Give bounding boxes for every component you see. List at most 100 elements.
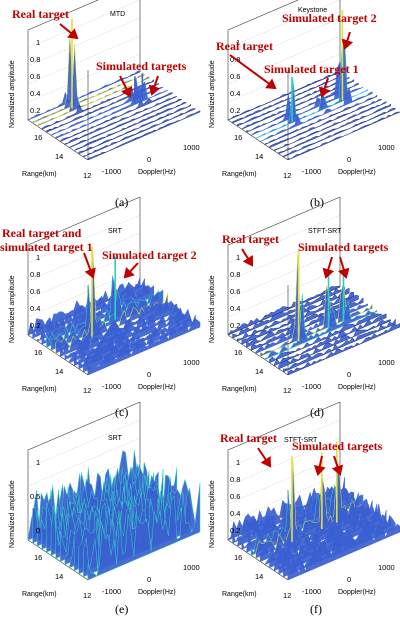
panel-d-box-edge (227, 334, 289, 376)
panel-e-xlabel: Doppler(Hz) (138, 589, 176, 596)
panel-a-arrow-1 (59, 23, 79, 40)
panel-c-box-edge (27, 196, 141, 246)
panel-b-surface-row (269, 98, 382, 149)
panel-c-dtick-1: -1000 (102, 382, 121, 391)
panel-d-dtick-3: 1000 (378, 358, 395, 367)
panel-f-grid-line (227, 473, 341, 523)
panel-f-annotation-2: Simulated targets (292, 439, 383, 453)
panel-e-rtick-2: 14 (55, 572, 63, 581)
panel-f-ylabel: Normalized amplitude (209, 480, 216, 548)
panel-d-grid-line (227, 214, 341, 264)
panel-f-dtick-2: 0 (347, 575, 351, 584)
panel-b-surface-row (264, 94, 378, 145)
panel-a-rtick-2: 14 (55, 152, 63, 161)
panel-d-surface-row (236, 287, 350, 342)
panel-d-dtick-2: 0 (347, 370, 351, 379)
panel-f-arrow-1 (257, 447, 272, 468)
panel-c-grid-line (27, 268, 141, 318)
panel-b-grid-line (227, 17, 341, 67)
panel-a-grid-line (27, 53, 141, 103)
panel-e-surface (27, 449, 201, 581)
panel-e-dtick-2: 0 (147, 575, 151, 584)
panel-c-surface-row (64, 300, 178, 360)
panel-a-ztick-5: 0.2 (30, 106, 40, 115)
panel-d-dtick-1: -1000 (302, 382, 321, 391)
panel-b-dtick-2: 0 (347, 155, 351, 164)
panel-d-rlabel: Range(km) (222, 386, 257, 393)
panel-d-grid-line (227, 268, 341, 318)
panel-c-ztick-2: 0.8 (30, 270, 40, 279)
panel-a-annotation-1: Real target (12, 7, 69, 21)
panel-f-rtick-1: 16 (234, 553, 242, 562)
panel-d-ztick-5: 0.2 (230, 321, 240, 330)
panel-f-box-edge (227, 401, 341, 451)
panel-c-rtick-1: 16 (34, 348, 42, 357)
panel-b: Keystone 1 0.8 0.6 0.4 0.2 Normalized am… (209, 0, 400, 209)
panel-c-arrow-2 (123, 262, 139, 279)
panel-f-rlabel: Range(km) (222, 591, 257, 598)
panel-c-ztick-5: 0.2 (30, 321, 40, 330)
panel-e-ztick-3: 0 (36, 526, 40, 535)
panel-f-arrow-3 (331, 455, 344, 476)
panel-d-arrow-2 (322, 256, 335, 279)
panel-f-xlabel: Doppler(Hz) (338, 589, 376, 596)
panel-b-arrow-1 (229, 54, 277, 90)
panel-b-title: Keystone (298, 7, 327, 14)
panel-d-surface-row (232, 286, 345, 339)
panel-c-grid-line (27, 250, 141, 300)
panel-f-surface-row (273, 509, 387, 572)
panel-a-box-edge (27, 0, 99, 31)
panel-a-dtick-2: 0 (147, 155, 151, 164)
panel-e-box-edge (27, 401, 141, 451)
panel-b-rtick-3: 12 (283, 171, 291, 180)
panel-d: STFT-SRT 1 0.8 0.6 0.4 0.2 Normalized am… (209, 196, 400, 419)
panel-c-ylabel: Normalized amplitude (9, 275, 16, 343)
panel-c-surface-row (69, 305, 182, 364)
panel-b-ztick-5: 0.2 (230, 106, 240, 115)
panel-d-surface-row (273, 313, 387, 367)
panel-b-annotation-3: Simulated target 2 (282, 11, 377, 25)
panel-a-ztick-2: 0.8 (30, 55, 40, 64)
panel-d-ylabel: Normalized amplitude (209, 275, 216, 343)
panel-d-xlabel: Doppler(Hz) (338, 384, 376, 391)
panel-e-rlabel: Range(km) (22, 591, 57, 598)
panel-a-surface-row (27, 70, 141, 121)
panel-f-rtick-2: 14 (255, 572, 263, 581)
panel-a-surface-row (60, 92, 173, 142)
panel-d-arrow-1 (241, 248, 254, 267)
panel-e-title: SRT (108, 435, 123, 442)
panel-f-title: STFT-SRT (284, 437, 318, 444)
panel-d-rtick-1: 16 (234, 348, 242, 357)
panel-c-dtick-2: 0 (147, 370, 151, 379)
panel-e-rtick-3: 12 (83, 591, 91, 600)
panel-b-grid-line (227, 0, 341, 49)
panel-c-grid-line (27, 214, 141, 264)
panel-a-grid-line (27, 0, 141, 49)
panel-b-surface-row (283, 107, 396, 158)
panel-a-title: MTD (110, 11, 125, 18)
panel-d-ztick-3: 0.6 (230, 287, 240, 296)
panel-a-surface-row (69, 98, 182, 149)
panel-b-arrow-3 (341, 31, 354, 50)
panel-b-box-edge (227, 119, 289, 161)
panel-b-arrow-2 (318, 77, 331, 98)
panel-a-box-edge (27, 119, 89, 161)
panel-f-caption: (f) (310, 602, 322, 616)
panel-d-surface-row (283, 318, 396, 373)
panel-b-rlabel: Range(km) (222, 171, 257, 178)
panel-f-dtick-3: 1000 (378, 563, 395, 572)
panel-a-annotation-2: Simulated targets (96, 59, 187, 73)
panel-a-surface-row (87, 110, 201, 161)
panel-d-surface-row (269, 313, 382, 364)
panel-f-grid-line (227, 437, 341, 487)
panel-d-surface-row (227, 285, 341, 336)
panel-e-surface-row (87, 482, 201, 581)
panel-f: STFT-SRT 1 0.8 0.6 0.4 0.2 Normalized am… (209, 401, 400, 616)
panel-b-ztick-1: 1 (236, 38, 240, 47)
panel-e-rtick-1: 16 (34, 553, 42, 562)
panel-d-surface (227, 251, 400, 376)
panel-b-grid-line (227, 53, 341, 103)
panel-d-box-edge (227, 196, 341, 246)
panel-f-ztick-1: 1 (236, 458, 240, 467)
